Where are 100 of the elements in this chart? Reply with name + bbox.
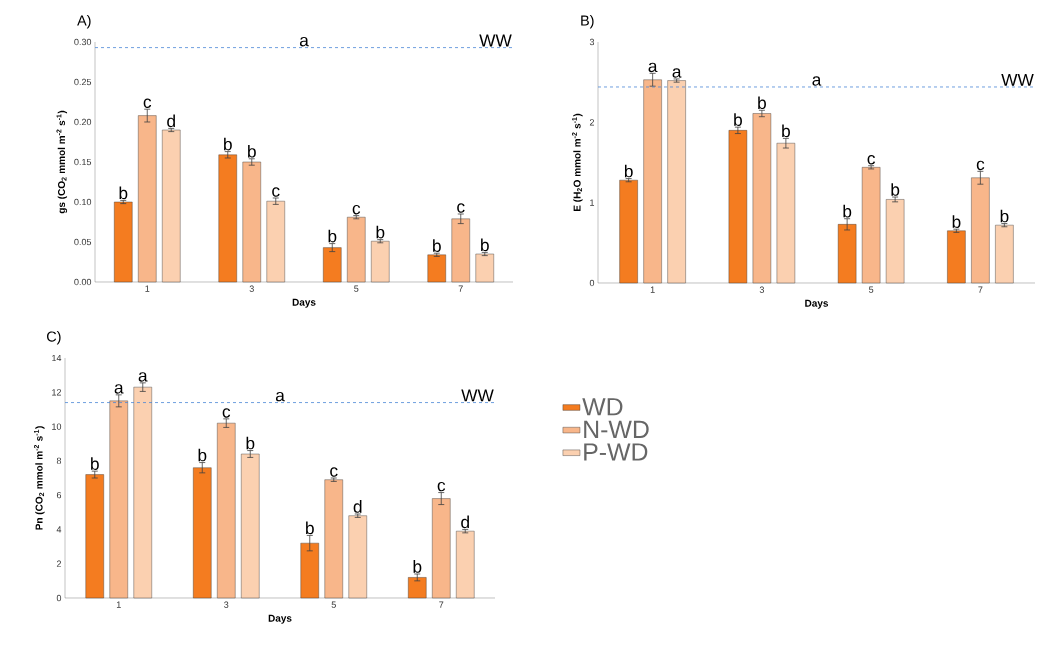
data-label: c xyxy=(272,187,280,197)
data-label: b xyxy=(782,124,790,138)
bar xyxy=(348,515,367,599)
bar xyxy=(217,422,236,599)
bar xyxy=(752,113,772,284)
data-label: d xyxy=(461,515,469,529)
y-tick-label: 1 xyxy=(590,199,595,206)
bar xyxy=(138,115,157,283)
y-tick-label: 12 xyxy=(52,389,62,396)
bar xyxy=(837,224,857,284)
chart-title: B) xyxy=(581,15,594,29)
data-label: a xyxy=(672,68,682,78)
bar xyxy=(218,154,237,283)
bar xyxy=(324,479,343,599)
data-label: b xyxy=(413,560,422,573)
x-tick-label: 1 xyxy=(650,286,655,293)
x-tick-label: 3 xyxy=(759,286,764,293)
y-tick-label: 8 xyxy=(56,457,62,465)
x-tick-label: 1 xyxy=(145,285,150,292)
data-label: a xyxy=(114,384,124,394)
data-label: b xyxy=(198,448,207,462)
y-tick-label: 4 xyxy=(56,526,62,533)
data-label: b xyxy=(843,204,852,218)
legend-label: N-WD xyxy=(584,420,649,438)
data-label: b xyxy=(306,521,314,535)
bar xyxy=(728,130,748,284)
bar xyxy=(323,247,342,283)
y-tick-label: 14 xyxy=(52,354,62,362)
x-axis-title: Days xyxy=(292,298,316,308)
y-tick-label: 2 xyxy=(589,119,595,126)
bar xyxy=(266,201,285,283)
ref-line-label: WW xyxy=(479,34,512,47)
data-label: b xyxy=(1000,209,1009,223)
bar xyxy=(300,542,319,599)
ref-line-label: WW xyxy=(461,389,494,402)
annotation: a xyxy=(299,36,309,47)
x-axis-title: Days xyxy=(268,614,292,624)
data-label: b xyxy=(376,225,385,239)
data-label: c xyxy=(222,408,231,418)
bar xyxy=(971,177,990,284)
y-tick-label: 3 xyxy=(589,38,595,46)
legend-label: P-WD xyxy=(584,443,648,461)
x-tick-label: 5 xyxy=(868,286,874,293)
bar xyxy=(776,143,796,284)
data-label: b xyxy=(119,186,128,200)
bar xyxy=(242,161,261,283)
x-tick-label: 3 xyxy=(249,285,254,292)
bar xyxy=(643,79,662,284)
chart-title: A) xyxy=(77,15,91,29)
bar xyxy=(885,199,905,284)
ref-line-label: WW xyxy=(1001,73,1034,86)
bar xyxy=(371,241,390,283)
data-label: a xyxy=(138,372,148,382)
bar xyxy=(241,453,260,599)
data-label: b xyxy=(246,436,255,450)
bar xyxy=(347,217,366,283)
y-axis-title: E (H$_{2}$O mmol m$^{-2}$ s$^{-1}$) xyxy=(572,113,583,212)
bar xyxy=(162,129,181,283)
annotation: a xyxy=(275,391,285,402)
chart-title: C) xyxy=(47,331,61,345)
data-label: c xyxy=(976,160,985,171)
data-label: c xyxy=(867,155,875,165)
y-tick-label: 6 xyxy=(56,491,62,499)
data-label: c xyxy=(330,467,338,477)
data-label: b xyxy=(91,457,99,470)
y-tick-label: 0.25 xyxy=(74,78,92,86)
y-tick-label: 10 xyxy=(52,423,62,430)
bar xyxy=(193,467,212,599)
data-label: d xyxy=(353,500,362,513)
bar xyxy=(432,498,451,599)
data-label: b xyxy=(734,113,742,126)
bar xyxy=(861,167,881,284)
data-label: b xyxy=(891,183,900,196)
y-tick-label: 0.30 xyxy=(74,38,92,46)
bar xyxy=(114,201,133,283)
data-label: b xyxy=(624,164,633,178)
data-label: b xyxy=(481,238,489,252)
y-axis-title: Pn (CO$_{2}$ mmol m$^{-2}$ s$^{-1}$) xyxy=(34,426,45,530)
data-label: c xyxy=(457,203,465,213)
bar xyxy=(427,254,446,283)
data-label: b xyxy=(758,96,766,110)
annotation: a xyxy=(812,76,822,86)
data-label: b xyxy=(433,239,441,252)
bar xyxy=(947,230,966,284)
y-tick-label: 0.00 xyxy=(74,278,92,286)
data-label: c xyxy=(352,204,361,215)
bar xyxy=(995,224,1014,284)
data-label: c xyxy=(437,481,446,492)
data-label: b xyxy=(224,137,232,151)
data-label: b xyxy=(248,144,256,158)
y-tick-label: 0.10 xyxy=(74,198,92,206)
y-tick-label: 0.15 xyxy=(74,158,92,166)
bar xyxy=(667,80,686,284)
bar xyxy=(456,530,475,599)
data-label: d xyxy=(167,114,175,128)
y-tick-label: 0 xyxy=(56,594,62,602)
bar xyxy=(619,179,638,284)
bar xyxy=(451,218,470,283)
bar xyxy=(109,400,128,599)
data-label: b xyxy=(328,229,337,243)
